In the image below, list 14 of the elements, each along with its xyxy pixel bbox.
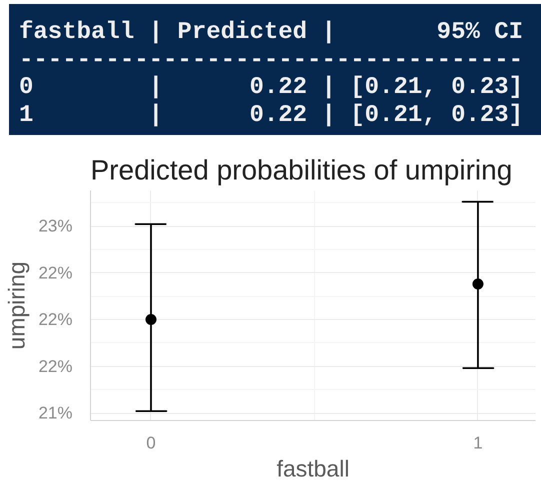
text: 1 | 0.22 | [0.21, 0.23] [19,102,524,130]
x-axis-title: fastball [276,456,350,482]
y-tick-label: 21% [38,404,73,423]
y-tick-label: 22% [38,356,73,376]
text: ----------------------------------- [19,46,524,74]
text: 0 | 0.22 | [0.21, 0.23] [19,74,524,102]
y-axis-title: umpiring [3,261,30,350]
x-tick-label: 1 [473,434,483,452]
chart-title: Predicted probabilities of umpiring [90,154,512,186]
y-tick-label: 22% [38,310,73,330]
x-tick-label: 0 [146,434,156,452]
y-tick-label: 22% [38,263,73,282]
text: fastball | Predicted | 95% CI [19,19,524,46]
y-tick-label: 23% [38,216,73,236]
